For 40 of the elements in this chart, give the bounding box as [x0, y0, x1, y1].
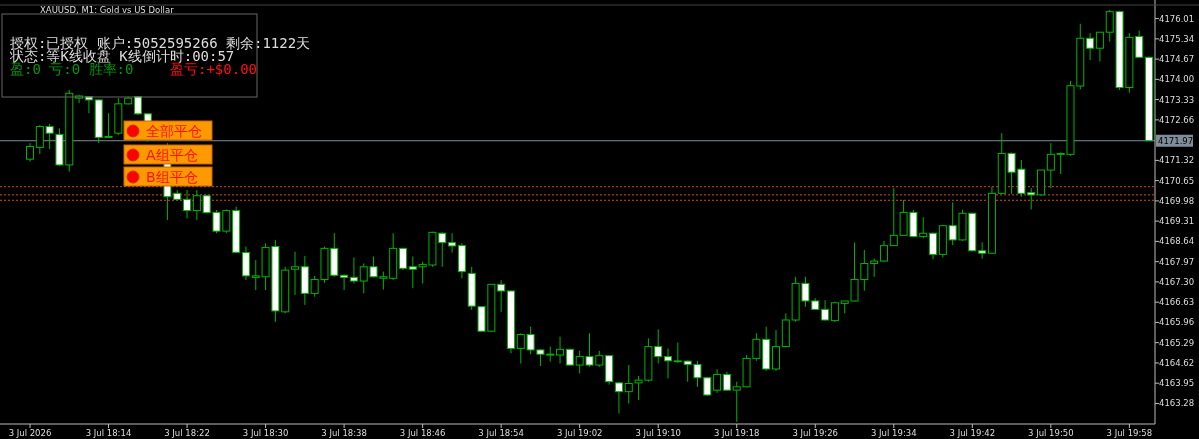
y-tick-label: 4173.33: [1159, 94, 1195, 105]
x-tick-label: 3 Jul 18:38: [321, 428, 367, 438]
ref-line-label: 4171.97: [1158, 136, 1194, 147]
x-tick-label: 3 Jul 19:42: [949, 428, 996, 438]
y-tick-label: 4172.66: [1159, 114, 1195, 125]
x-tick-label: 3 Jul 18:54: [478, 428, 524, 438]
x-tick-label: 3 Jul 19:10: [635, 428, 681, 438]
annotation: 盈亏:+$0.00: [170, 61, 258, 77]
y-tick-label: 4174.67: [1159, 54, 1195, 65]
y-tick-label: 4171.32: [1159, 155, 1195, 166]
x-tick-label: 3 Jul 19:34: [871, 428, 917, 438]
annotation: A组平仓: [146, 147, 198, 163]
x-tick-label: 3 Jul 19:58: [1106, 428, 1153, 438]
chart-title: XAUUSD, M1: Gold vs US Dollar: [40, 5, 175, 15]
annotation: B组平仓: [146, 169, 198, 185]
y-tick-label: 4166.63: [1159, 297, 1195, 308]
y-tick-label: 4168.64: [1159, 236, 1195, 247]
y-tick-label: 4170.65: [1159, 175, 1195, 186]
annotation: 全部平仓: [146, 123, 202, 139]
y-tick-label: 4165.29: [1159, 337, 1195, 348]
x-tick-label: 3 Jul 18:22: [164, 428, 210, 438]
x-tick-label: 3 Jul 18:30: [242, 428, 289, 438]
x-tick-label: 3 Jul 18:14: [85, 428, 132, 438]
y-tick-label: 4165.96: [1159, 317, 1195, 328]
y-tick-label: 4169.98: [1159, 195, 1195, 206]
y-tick-label: 4163.28: [1159, 398, 1195, 409]
x-tick-label: 3 Jul 19:26: [792, 428, 839, 438]
y-tick-label: 4174.00: [1159, 74, 1195, 85]
x-tick-label: 3 Jul 19:50: [1028, 428, 1074, 438]
y-tick-label: 4175.34: [1159, 33, 1195, 44]
y-tick-label: 4167.30: [1159, 276, 1195, 287]
x-tick-label: 3 Jul 19:02: [556, 428, 603, 438]
x-tick-label: 3 Jul 2026: [8, 428, 52, 438]
y-tick-label: 4164.62: [1159, 357, 1195, 368]
x-tick-label: 3 Jul 19:18: [713, 428, 760, 438]
y-tick-label: 4163.95: [1159, 378, 1195, 389]
y-tick-label: 4167.97: [1159, 256, 1195, 267]
y-tick-label: 4169.31: [1159, 216, 1195, 227]
x-tick-label: 3 Jul 18:46: [399, 428, 446, 438]
y-tick-label: 4176.01: [1159, 13, 1195, 24]
